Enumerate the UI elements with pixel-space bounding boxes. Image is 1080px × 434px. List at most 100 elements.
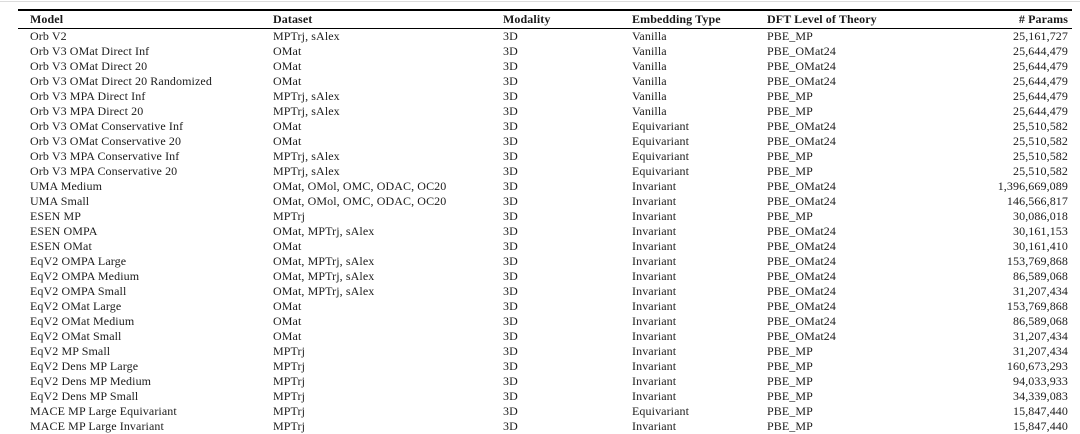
table-row: UMA Medium OMat, OMol, OMC, ODAC, OC20 3D I… [18, 179, 1072, 194]
cell-embedding: Invariant [632, 344, 677, 358]
cell-dft: PBE_MP [767, 359, 813, 373]
cell-params: 160,673,293 [1006, 359, 1068, 373]
cell-params: 25,644,479 [1013, 74, 1068, 88]
cell-params: 25,510,582 [1013, 164, 1068, 178]
cell-params: 86,589,068 [1013, 314, 1068, 328]
table-row: Orb V3 MPA Conservative 20 MPTrj, sAlex 3D… [18, 164, 1072, 179]
cell-modality: 3D [503, 59, 518, 73]
cell-modality: 3D [503, 74, 518, 88]
cell-modality: 3D [503, 134, 518, 148]
cell-dft: PBE_OMat24 [767, 269, 837, 283]
cell-params: 25,644,479 [1013, 104, 1068, 118]
cell-model: Orb V3 OMat Direct 20 [30, 59, 148, 73]
cell-modality: 3D [503, 209, 518, 223]
cell-modality: 3D [503, 29, 518, 43]
cell-dft: PBE_MP [767, 29, 813, 43]
table-row: MACE MP Large Equivariant MPTrj 3D Equivari… [18, 404, 1072, 419]
table-row: ESEN MP MPTrj 3D Invariant PBE_MP 30,086,018 [18, 209, 1072, 224]
table-row: EqV2 Dens MP Small MPTrj 3D Invariant PBE_MP… [18, 389, 1072, 404]
cell-dataset: MPTrj, sAlex [273, 89, 340, 103]
cell-modality: 3D [503, 194, 518, 208]
cell-params: 31,207,434 [1013, 344, 1068, 358]
cell-dft: PBE_MP [767, 344, 813, 358]
cell-dft: PBE_OMat24 [767, 239, 837, 253]
cell-embedding: Vanilla [632, 74, 667, 88]
cell-dataset: OMat [273, 314, 302, 328]
cell-dataset: OMat [273, 299, 302, 313]
cell-embedding: Invariant [632, 194, 677, 208]
cell-params: 94,033,933 [1013, 374, 1068, 388]
cell-dataset: MPTrj, sAlex [273, 104, 340, 118]
cell-model: Orb V3 OMat Conservative 20 [30, 134, 182, 148]
column-header-modality: Modality [503, 12, 551, 26]
cell-dataset: OMat [273, 59, 302, 73]
cell-dataset: MPTrj [273, 359, 306, 373]
cell-model: ESEN MP [30, 209, 82, 223]
cell-dft: PBE_OMat24 [767, 74, 837, 88]
cell-embedding: Invariant [632, 254, 677, 268]
cell-modality: 3D [503, 344, 518, 358]
cell-model: ESEN OMat [30, 239, 92, 253]
table-row: EqV2 OMPA Small OMat, MPTrj, sAlex 3D Invar… [18, 284, 1072, 299]
table-row: EqV2 Dens MP Medium MPTrj 3D Invariant PBE_M… [18, 374, 1072, 389]
cell-params: 30,086,018 [1013, 209, 1068, 223]
cell-embedding: Invariant [632, 224, 677, 238]
cell-params: 31,207,434 [1013, 329, 1068, 343]
cell-params: 25,510,582 [1013, 149, 1068, 163]
cell-modality: 3D [503, 254, 518, 268]
cell-dft: PBE_OMat24 [767, 194, 837, 208]
cell-embedding: Invariant [632, 374, 677, 388]
table-row: Orb V3 MPA Direct 20 MPTrj, sAlex 3D Vanill… [18, 104, 1072, 119]
cell-model: UMA Small [30, 194, 90, 208]
cell-model: Orb V3 OMat Direct Inf [30, 44, 150, 58]
table-row: Orb V3 OMat Direct 20 Randomized OMat 3D Va… [18, 74, 1072, 89]
column-header-embedding-type: Embedding Type [632, 12, 721, 26]
cell-params: 25,510,582 [1013, 119, 1068, 133]
cell-dft: PBE_OMat24 [767, 134, 837, 148]
cell-params: 15,847,440 [1013, 419, 1068, 433]
cell-embedding: Invariant [632, 389, 677, 403]
cell-params: 34,339,083 [1013, 389, 1068, 403]
cell-model: EqV2 MP Small [30, 344, 111, 358]
table-row: ESEN OMPA OMat, MPTrj, sAlex 3D Invariant PB… [18, 224, 1072, 239]
cell-dataset: MPTrj, sAlex [273, 149, 340, 163]
cell-dataset: OMat [273, 329, 302, 343]
cell-params: 30,161,410 [1013, 239, 1068, 253]
cell-dataset: MPTrj [273, 419, 306, 433]
cell-embedding: Equivariant [632, 119, 690, 133]
cell-modality: 3D [503, 419, 518, 433]
table-row: EqV2 OMat Medium OMat 3D Invariant PBE_OMat2… [18, 314, 1072, 329]
cell-params: 25,161,727 [1013, 29, 1068, 43]
cell-dataset: MPTrj [273, 344, 306, 358]
table-row: EqV2 Dens MP Large MPTrj 3D Invariant PBE_MP… [18, 359, 1072, 374]
cell-params: 31,207,434 [1013, 284, 1068, 298]
models-overview-table: Model Dataset Modality Embedding Type DF… [18, 9, 1072, 434]
table-row: EqV2 MP Small MPTrj 3D Invariant PBE_MP 31,20… [18, 344, 1072, 359]
cell-modality: 3D [503, 89, 518, 103]
cell-modality: 3D [503, 149, 518, 163]
cell-model: Orb V3 MPA Direct Inf [30, 89, 146, 103]
cell-dft: PBE_MP [767, 209, 813, 223]
table-row: ESEN OMat OMat 3D Invariant PBE_OMat24 30,161… [18, 239, 1072, 254]
cell-model: MACE MP Large Equivariant [30, 404, 177, 418]
cell-dft: PBE_MP [767, 104, 813, 118]
cell-model: Orb V2 [30, 29, 67, 43]
table-row: Orb V3 OMat Conservative Inf OMat 3D Equiva… [18, 119, 1072, 134]
cell-dft: PBE_MP [767, 389, 813, 403]
cell-modality: 3D [503, 314, 518, 328]
cell-params: 15,847,440 [1013, 404, 1068, 418]
cell-model: Orb V3 MPA Direct 20 [30, 104, 144, 118]
cell-dft: PBE_OMat24 [767, 314, 837, 328]
cell-dataset: OMat, OMol, OMC, ODAC, OC20 [273, 179, 447, 193]
cell-dataset: OMat [273, 119, 302, 133]
cell-model: Orb V3 MPA Conservative Inf [30, 149, 180, 163]
cell-model: MACE MP Large Invariant [30, 419, 164, 433]
cell-dataset: OMat [273, 239, 302, 253]
cell-modality: 3D [503, 104, 518, 118]
cell-model: EqV2 Dens MP Large [30, 359, 139, 373]
cell-modality: 3D [503, 179, 518, 193]
cell-dft: PBE_MP [767, 149, 813, 163]
cell-dataset: OMat, MPTrj, sAlex [273, 254, 375, 268]
cell-dataset: OMat, MPTrj, sAlex [273, 284, 375, 298]
cell-embedding: Invariant [632, 284, 677, 298]
